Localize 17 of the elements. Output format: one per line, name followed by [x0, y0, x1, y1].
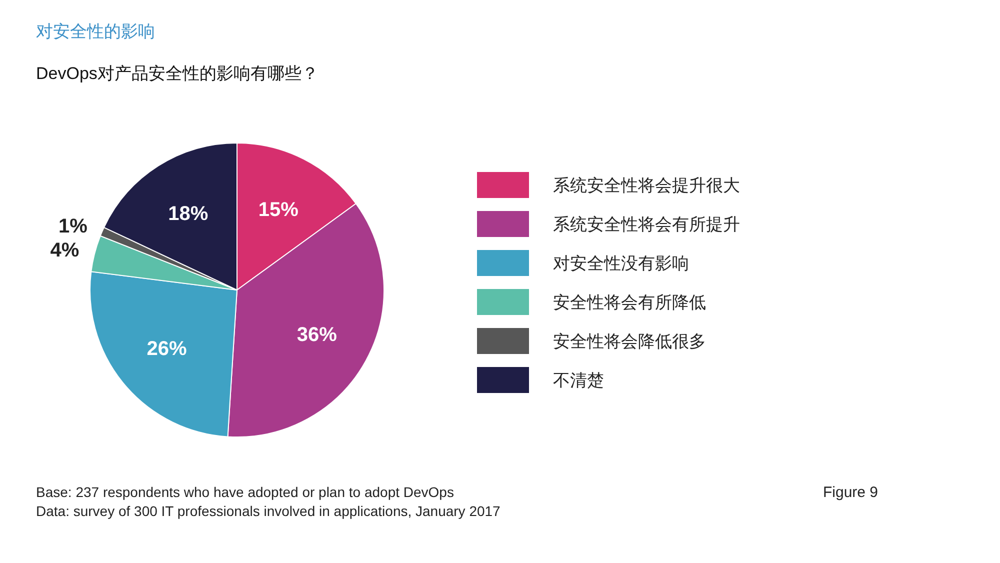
caption: Figure 9 — [823, 484, 878, 501]
text: Data: survey of 300 IT professionals involved in applications, January 2017 — [36, 503, 501, 519]
legend-label: 不清楚 — [553, 370, 604, 390]
chart-subtitle: DevOps对产品安全性的影响有哪些？ — [36, 64, 318, 83]
legend-label: 系统安全性将会提升很大 — [553, 176, 740, 195]
legend-label: 对安全性没有影响 — [553, 254, 689, 273]
data-label: 26% — [146, 338, 188, 360]
chart-title: 对安全性的影响 — [36, 22, 155, 41]
legend-label: 安全性将会降低很多 — [553, 332, 706, 351]
data-label: 4% — [50, 239, 80, 262]
data-label: 18% — [168, 203, 208, 226]
data-label: 15% — [258, 198, 299, 221]
legend-label: 系统安全性将会有所提升 — [553, 214, 740, 234]
data-label: 36% — [296, 324, 338, 346]
legend-label: 安全性将会有所降低 — [553, 292, 706, 312]
text: Base: 237 respondents who have adopted or plan to adopt DevOps — [36, 484, 454, 500]
data-label: 1% — [58, 215, 88, 238]
